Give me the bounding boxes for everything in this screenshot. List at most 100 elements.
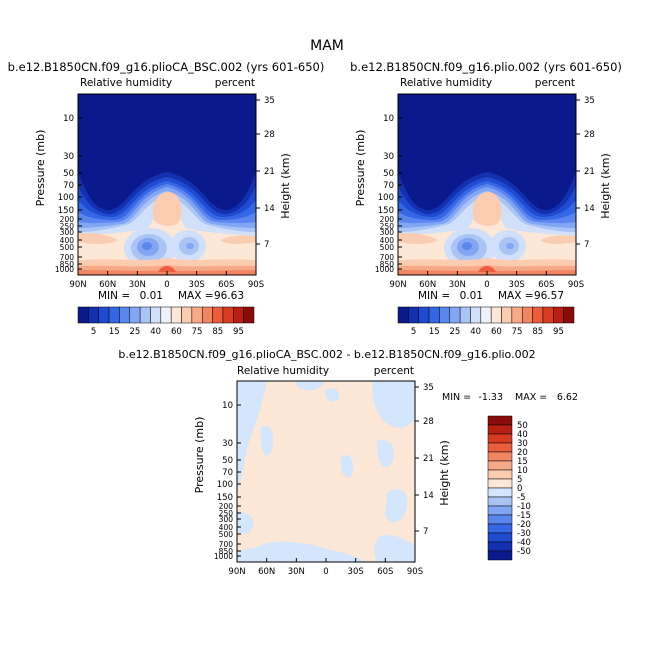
colorbar-label: 75	[192, 327, 203, 337]
colorbar-label: 40	[470, 327, 481, 337]
y-tick-label: 150	[58, 206, 74, 216]
x-tick-label: 30N	[288, 567, 305, 577]
units-label: percent	[374, 365, 414, 377]
y-axis-label: Pressure (mb)	[354, 130, 367, 207]
y2-tick-label: 28	[584, 130, 595, 140]
colorbar-swatch	[119, 306, 131, 324]
colorbar-swatch	[490, 306, 502, 324]
y-tick-label: 850	[60, 260, 75, 269]
colorbar-label: 85	[212, 327, 223, 337]
y-tick-label: 200	[380, 215, 395, 224]
colorbar-swatch	[487, 424, 513, 435]
x-tick-label: 90S	[248, 280, 264, 290]
colorbar-swatch	[521, 306, 533, 324]
y2-tick-label: 21	[423, 454, 434, 464]
y2-axis-label: Height (km)	[599, 153, 612, 219]
colorbar-label: 30	[517, 439, 528, 449]
colorbar-swatch	[487, 415, 513, 426]
figure-title: MAM	[310, 38, 344, 54]
colorbar-label: -50	[517, 547, 531, 557]
y-tick-label: 50	[222, 456, 233, 466]
y-tick-label: 250	[380, 222, 395, 231]
colorbar-swatch	[487, 514, 513, 525]
x-tick-label: 30S	[509, 280, 525, 290]
x-tick-label: 60S	[218, 280, 234, 290]
colorbar-swatch	[98, 306, 110, 324]
colorbar-label: 60	[171, 327, 182, 337]
y2-tick-label: 7	[584, 240, 589, 250]
colorbar-swatch	[532, 306, 544, 324]
y-tick-label: 50	[63, 169, 74, 179]
y2-axis-label: Height (km)	[438, 440, 451, 506]
diff-negative-patch	[385, 489, 408, 523]
max-value: 96.63	[214, 290, 244, 302]
panel-title: b.e12.B1850CN.f09_g16.plioCA_BSC.002 (yr…	[8, 60, 325, 74]
field-label: Relative humidity	[80, 77, 172, 89]
y-tick-label: 1000	[214, 552, 233, 561]
x-tick-label: 30S	[189, 280, 205, 290]
panel-title: b.e12.B1850CN.f09_g16.plio.002 (yrs 601-…	[350, 60, 622, 74]
y-tick-label: 30	[383, 152, 394, 162]
colorbar-label: 95	[233, 327, 244, 337]
x-tick-label: 0	[323, 567, 328, 577]
max-label: MAX =	[498, 290, 534, 302]
y2-tick-label: 28	[423, 417, 434, 427]
colorbar-swatch	[139, 306, 151, 324]
colorbar-label: 75	[512, 327, 523, 337]
y2-tick-label: 35	[423, 383, 434, 393]
x-tick-label: 60N	[419, 280, 436, 290]
min-label: MIN =	[442, 392, 471, 403]
y2-tick-label: 35	[264, 96, 275, 106]
y-tick-label: 1000	[55, 265, 74, 274]
diff-negative-patch	[237, 381, 267, 493]
y-tick-label: 200	[219, 502, 234, 511]
y-tick-label: 30	[63, 152, 74, 162]
colorbar-swatch	[487, 541, 513, 552]
contour-band-lower-right	[540, 235, 576, 244]
units-label: percent	[535, 77, 575, 89]
colorbar-swatch	[397, 306, 409, 324]
panel-title: b.e12.B1850CN.f09_g16.plioCA_BSC.002 - b…	[118, 348, 535, 361]
y-tick-label: 50	[383, 169, 394, 179]
y-tick-label: 70	[383, 181, 394, 191]
colorbar-swatch	[511, 306, 523, 324]
max-label: MAX =	[178, 290, 214, 302]
colorbar-swatch	[428, 306, 440, 324]
colorbar-label: 25	[450, 327, 461, 337]
y2-tick-label: 21	[264, 167, 275, 177]
x-tick-label: 90N	[228, 567, 245, 577]
colorbar-swatch	[553, 306, 564, 324]
field-contours	[398, 94, 576, 275]
y-tick-label: 100	[217, 480, 233, 490]
colorbar-label: 50	[517, 421, 528, 431]
dry-cell-left	[142, 242, 152, 250]
colorbar-swatch	[501, 306, 513, 324]
colorbar-swatch	[487, 460, 513, 471]
y2-tick-label: 14	[584, 204, 595, 214]
y-tick-label: 10	[222, 401, 233, 411]
y2-tick-label: 28	[264, 130, 275, 140]
y-tick-label: 400	[380, 236, 395, 245]
max-value: 96.57	[534, 290, 564, 302]
diff-negative-patch	[325, 388, 340, 402]
field-label: Relative humidity	[237, 365, 329, 377]
colorbar-swatch	[480, 306, 492, 324]
x-axis-ticks: 90N 60N 30N 0 30S 60S 90S	[69, 271, 264, 290]
y-tick-label: 150	[378, 206, 394, 216]
colorbar-swatch	[243, 306, 255, 324]
colorbar-label: 10	[517, 466, 528, 476]
contour-band-lower-right	[220, 235, 256, 244]
x-tick-label: 0	[484, 280, 489, 290]
colorbar-swatch	[160, 306, 172, 324]
diff-negative-patch	[297, 381, 325, 391]
y-axis-label: Pressure (mb)	[34, 130, 47, 207]
colorbar-swatch	[129, 306, 141, 324]
colorbar-label: -30	[517, 529, 531, 539]
colorbar-left: 5 15 25 40 60 75 85 95	[77, 306, 255, 337]
colorbar-label: 15	[109, 327, 120, 337]
y-tick-label: 850	[219, 547, 234, 556]
colorbar-swatch	[487, 451, 513, 462]
y-tick-label: 70	[222, 468, 233, 478]
